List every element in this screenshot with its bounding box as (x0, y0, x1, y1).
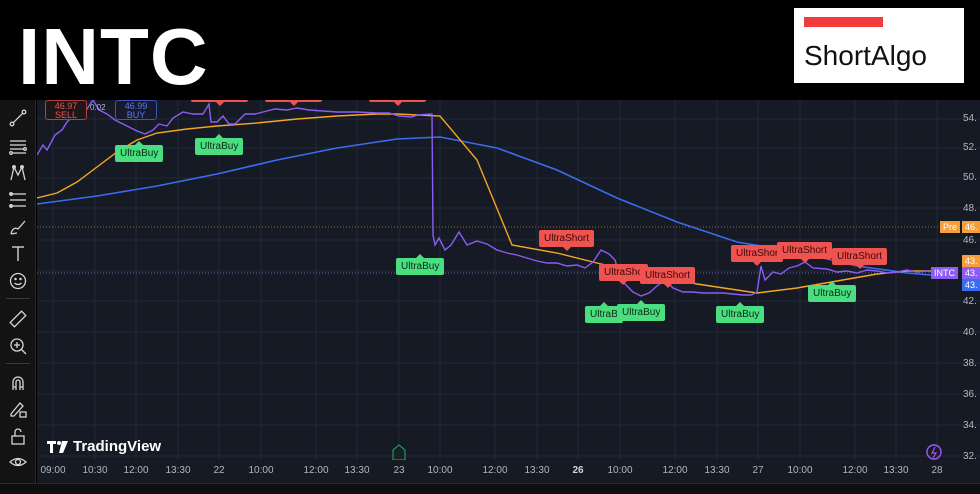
ultrabuy-signal[interactable]: UltraBuy (617, 300, 666, 321)
ultrashort-signal[interactable] (265, 100, 322, 106)
y-tick: 34. (963, 420, 977, 431)
y-tick: 50. (963, 172, 977, 183)
buy-label: BUY (126, 110, 146, 120)
time-axis[interactable]: 09:00 10:30 12:00 13:30 22 10:00 12:00 1… (37, 460, 980, 483)
toolbar-divider (6, 363, 30, 364)
ultrashort-signal[interactable] (191, 100, 248, 106)
logo-accent-bar (804, 17, 883, 27)
premarket-price: 46. (962, 221, 980, 233)
bottom-toolbar (0, 483, 980, 494)
sell-price: 46.97 (54, 101, 78, 111)
watermark-text: TradingView (73, 438, 162, 455)
ticker-title: INTC (18, 12, 209, 101)
sell-button[interactable]: 46.97 SELL (45, 100, 87, 120)
x-tick: 12:00 (662, 465, 688, 476)
tradingview-logo-icon (47, 440, 68, 453)
buy-button[interactable]: 46.99 BUY (115, 100, 157, 120)
fast-ma-price-tag: 43. (962, 255, 980, 267)
ultrabuy-signal[interactable]: UltraBuy (808, 281, 857, 302)
tradingview-watermark: TradingView (47, 438, 161, 455)
x-tick: 10:00 (427, 465, 453, 476)
ultrabuy-signal[interactable]: UltraBuy (195, 134, 244, 155)
ultrabuy-signal[interactable]: UltraBuy (115, 141, 164, 162)
x-tick: 13:30 (165, 465, 191, 476)
y-tick: 40. (963, 327, 977, 338)
x-tick: 12:00 (303, 465, 329, 476)
last-price-tag: 43. (962, 267, 980, 279)
symbol-tag: INTC (931, 267, 958, 279)
price-chart[interactable]: 46.97 SELL 0.02 46.99 BUY UltraBuy Ultra… (37, 100, 980, 483)
x-tick: 09:00 (40, 465, 66, 476)
emoji-icon[interactable] (6, 269, 30, 293)
x-tick: 27 (752, 465, 764, 476)
y-tick: 46. (963, 235, 977, 246)
x-tick: 12:00 (482, 465, 508, 476)
title-banner: INTC ShortAlgo (0, 0, 980, 101)
unlock-icon[interactable] (6, 424, 30, 448)
x-tick: 13:30 (704, 465, 730, 476)
price-line (37, 100, 938, 297)
sell-label: SELL (54, 110, 78, 120)
y-tick: 54. (963, 113, 977, 124)
x-tick: 12:00 (123, 465, 149, 476)
x-tick: 28 (931, 465, 943, 476)
x-tick: 10:00 (787, 465, 813, 476)
x-tick: 12:00 (842, 465, 868, 476)
ultrashort-signal[interactable]: UltraShort (539, 230, 595, 251)
ultrabuy-signal[interactable]: UltraB (585, 302, 623, 323)
y-tick: 32. (963, 451, 977, 462)
y-tick: 36. (963, 389, 977, 400)
x-tick: 22 (213, 465, 225, 476)
pattern-icon[interactable] (6, 161, 30, 185)
logo-text: ShortAlgo (804, 40, 927, 71)
x-tick: 23 (393, 465, 405, 476)
ultrashort-signal[interactable]: UltraSho (599, 264, 648, 285)
x-tick: 10:00 (248, 465, 274, 476)
fib-icon[interactable] (6, 188, 30, 212)
earnings-marker[interactable] (392, 444, 406, 461)
y-tick: 38. (963, 358, 977, 369)
x-tick: 13:30 (524, 465, 550, 476)
zoom-in-icon[interactable] (6, 334, 30, 358)
ruler-icon[interactable] (6, 307, 30, 331)
lock-drawing-icon[interactable] (6, 397, 30, 421)
shortalgo-logo: ShortAlgo (794, 8, 964, 83)
assistant-icon[interactable] (926, 444, 942, 460)
slow-ma-price-tag: 43. (962, 279, 980, 291)
y-tick: 48. (963, 203, 977, 214)
text-icon[interactable] (6, 242, 30, 266)
brush-icon[interactable] (6, 215, 30, 239)
ultrashort-signal[interactable]: UltraShor (731, 245, 784, 266)
spread-value: 0.02 (90, 103, 106, 112)
x-tick: 26 (572, 465, 584, 476)
toolbar-divider (6, 298, 30, 299)
parallel-lines-icon[interactable] (6, 134, 30, 158)
fast-ma-line (37, 113, 942, 294)
magnet-icon[interactable] (6, 371, 30, 395)
drawing-toolbar (0, 100, 36, 494)
ultrabuy-signal[interactable]: UltraBuy (396, 254, 445, 275)
ultrashort-signal[interactable]: UltraShort (640, 267, 696, 288)
x-tick: 10:30 (82, 465, 108, 476)
ultrabuy-signal[interactable]: UltraBuy (716, 302, 765, 323)
x-tick: 10:00 (607, 465, 633, 476)
premarket-label: Pre (940, 221, 961, 233)
y-tick: 52. (963, 142, 977, 153)
buy-price: 46.99 (124, 101, 148, 111)
ultrashort-signal[interactable]: UltraShort (777, 242, 833, 263)
x-tick: 13:30 (344, 465, 370, 476)
ultrashort-signal[interactable] (369, 100, 426, 106)
y-tick: 42. (963, 296, 977, 307)
ultrashort-signal[interactable]: UltraShort (832, 248, 888, 269)
x-tick: 13:30 (883, 465, 909, 476)
eye-icon[interactable] (6, 451, 30, 475)
trend-line-icon[interactable] (6, 106, 30, 130)
